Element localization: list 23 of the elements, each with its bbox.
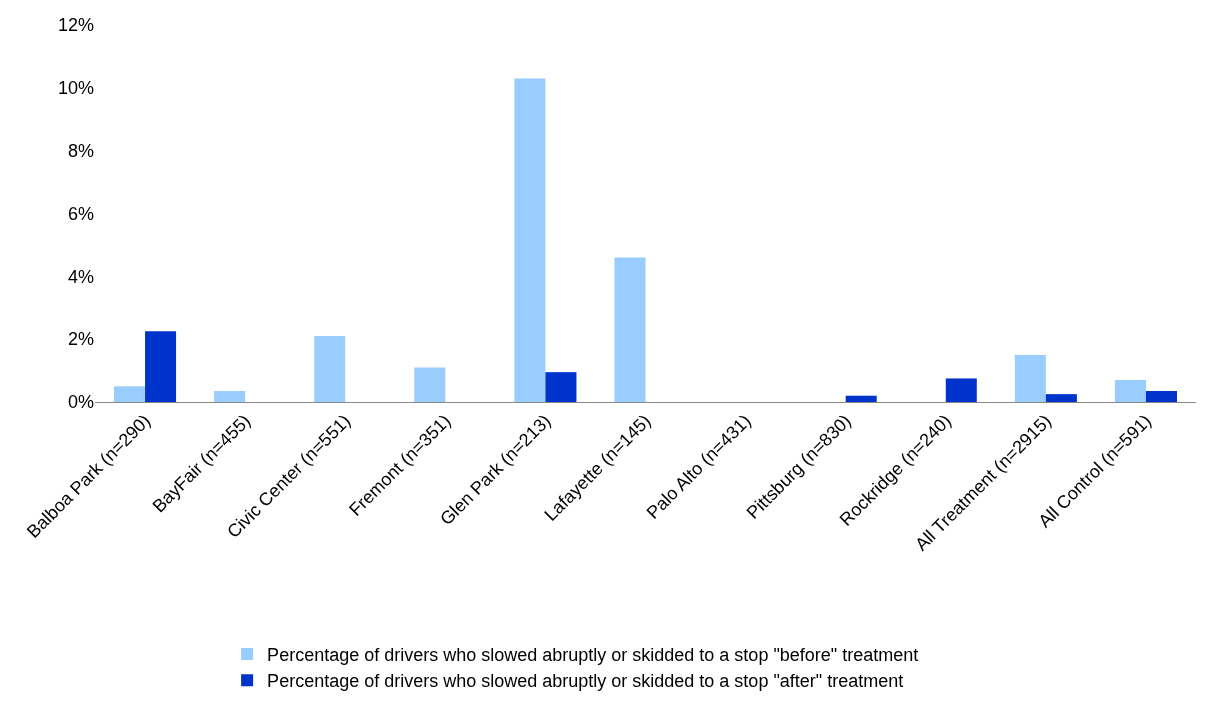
y-tick-label: 6% bbox=[67, 203, 94, 224]
bar bbox=[845, 395, 877, 402]
bar bbox=[945, 378, 977, 402]
y-tick-label: 8% bbox=[67, 140, 94, 161]
y-tick-label: 4% bbox=[67, 266, 94, 287]
legend-label: Percentage of drivers who slowed abruptly or skidded to a stop "before" treatment bbox=[267, 644, 919, 665]
y-tick-label: 0% bbox=[67, 392, 94, 413]
bar bbox=[1114, 380, 1146, 402]
bar bbox=[414, 367, 446, 402]
bar bbox=[145, 331, 177, 402]
bar bbox=[314, 336, 346, 402]
bar bbox=[514, 78, 546, 402]
y-tick-label: 2% bbox=[67, 329, 94, 350]
bar bbox=[214, 391, 246, 402]
bar bbox=[545, 372, 577, 402]
bar bbox=[1045, 394, 1077, 402]
bar bbox=[614, 257, 646, 402]
bar bbox=[114, 386, 146, 402]
y-tick-label: 10% bbox=[57, 78, 94, 99]
bar bbox=[1145, 391, 1177, 402]
legend-label: Percentage of drivers who slowed abruptly or skidded to a stop "after" treatment bbox=[267, 671, 904, 692]
y-tick-label: 12% bbox=[57, 15, 94, 36]
bar bbox=[1014, 354, 1046, 402]
